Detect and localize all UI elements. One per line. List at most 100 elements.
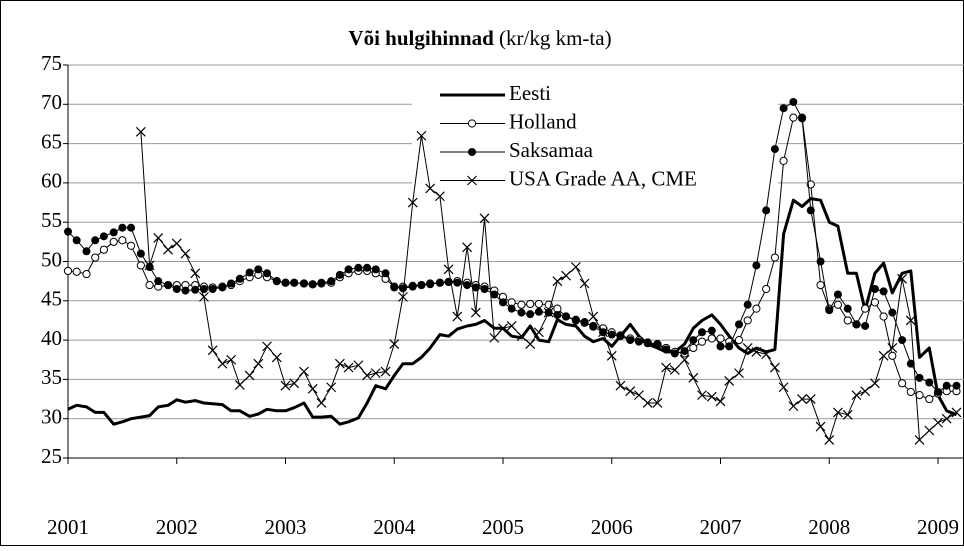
marker [534, 299, 543, 309]
marker [470, 307, 481, 318]
marker [724, 376, 735, 386]
marker [789, 113, 798, 122]
marker [334, 358, 345, 369]
marker [154, 277, 163, 286]
marker [689, 343, 698, 353]
chart-title: Või hulgihinnad (kr/kg km-ta) [348, 26, 611, 50]
marker [761, 349, 772, 360]
marker [171, 238, 182, 249]
marker [217, 358, 228, 369]
marker [751, 346, 762, 357]
marker [833, 290, 842, 299]
marker [443, 264, 454, 275]
marker [408, 282, 417, 291]
marker [254, 265, 263, 274]
marker [172, 285, 181, 294]
marker [697, 337, 707, 346]
marker [762, 284, 771, 294]
marker [118, 223, 127, 232]
marker [516, 331, 527, 342]
marker [626, 336, 635, 345]
y-tick-label: 50 [41, 247, 62, 271]
marker [571, 315, 580, 324]
marker [181, 286, 190, 295]
marker [743, 300, 752, 309]
y-tick-label: 75 [41, 51, 62, 75]
marker [734, 320, 743, 329]
marker [860, 386, 871, 397]
marker [870, 285, 879, 294]
marker [897, 273, 908, 284]
legend-box [412, 78, 778, 194]
marker [344, 265, 353, 274]
marker [734, 336, 744, 345]
marker [227, 279, 236, 288]
marker [634, 390, 644, 401]
marker [398, 291, 408, 302]
marker [934, 387, 942, 396]
marker [271, 352, 282, 363]
marker [145, 263, 154, 272]
marker [570, 262, 581, 272]
marker [643, 339, 652, 348]
marker [353, 360, 364, 371]
marker [543, 307, 554, 318]
legend-label: USA Grade AA, CME [509, 166, 697, 190]
marker [480, 285, 489, 294]
marker [679, 354, 690, 365]
marker [842, 409, 853, 420]
marker [579, 278, 590, 289]
legend-label: Saksamaa [509, 138, 594, 162]
marker [816, 280, 825, 290]
marker [407, 197, 418, 208]
marker [354, 263, 363, 272]
marker [752, 304, 761, 313]
marker [743, 316, 752, 325]
marker [226, 354, 237, 365]
marker [63, 266, 73, 276]
marker [734, 368, 744, 379]
marker [91, 236, 100, 245]
marker [879, 287, 888, 296]
marker [561, 270, 571, 281]
marker [652, 398, 663, 408]
marker [770, 253, 779, 262]
marker [688, 372, 699, 383]
marker [580, 318, 589, 327]
marker [925, 394, 934, 404]
marker [180, 248, 191, 259]
marker [526, 299, 535, 309]
marker [517, 308, 526, 317]
x-tick-label: 2006 [591, 515, 633, 539]
marker [99, 245, 108, 254]
y-tick-label: 70 [41, 90, 62, 114]
marker [262, 341, 272, 352]
marker [552, 276, 563, 287]
marker [616, 332, 625, 341]
marker [843, 316, 852, 325]
marker [207, 345, 218, 356]
legend-marker [467, 175, 477, 186]
marker [914, 434, 925, 445]
marker [789, 97, 798, 106]
marker [642, 398, 653, 408]
marker [779, 156, 788, 165]
marker [490, 290, 499, 299]
marker [299, 279, 308, 288]
marker [698, 328, 707, 337]
marker [951, 407, 962, 418]
marker [715, 396, 726, 407]
marker [326, 382, 337, 393]
marker [127, 223, 136, 232]
marker [653, 340, 662, 349]
marker [253, 358, 264, 369]
marker [245, 268, 254, 277]
marker [109, 237, 118, 246]
marker [588, 311, 599, 322]
marker [190, 268, 201, 279]
marker [64, 227, 72, 236]
marker [153, 232, 164, 243]
marker [798, 114, 807, 123]
marker [861, 321, 870, 330]
